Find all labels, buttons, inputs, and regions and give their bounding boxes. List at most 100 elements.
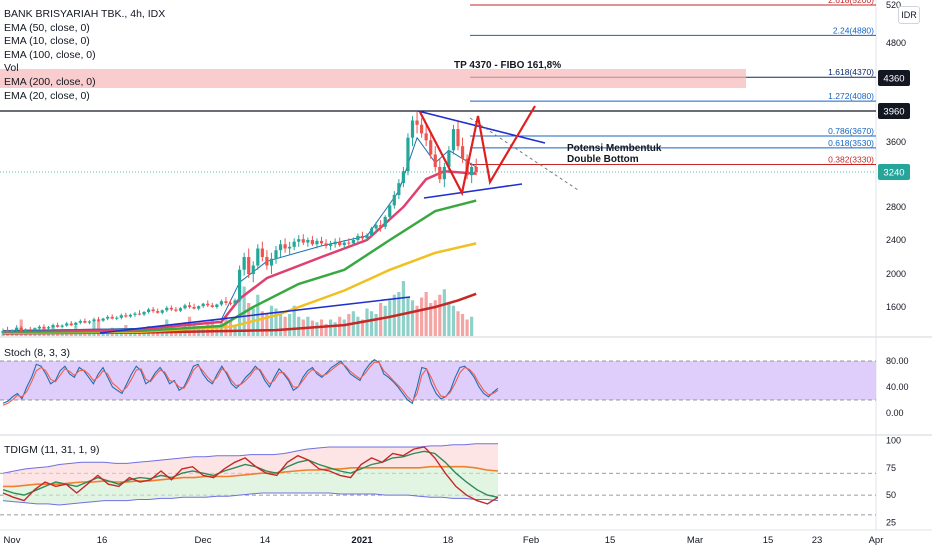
candle-body xyxy=(247,257,251,274)
candle-body xyxy=(379,225,383,227)
stoch-tick-label: 0.00 xyxy=(886,408,904,418)
fib-label: 1.618(4370) xyxy=(828,67,874,77)
candle-body xyxy=(197,306,201,309)
candle-body xyxy=(447,150,451,167)
candle-body xyxy=(78,321,82,323)
candle-body xyxy=(274,250,278,259)
time-tick-label: Mar xyxy=(687,535,703,546)
symbol-line[interactable]: BANK BRISYARIAH TBK., 4h, IDX xyxy=(4,8,166,20)
price-tag-label: 3240 xyxy=(883,168,904,179)
candle-body xyxy=(424,133,428,141)
candle-body xyxy=(142,311,146,315)
tdigm-tick-label: 75 xyxy=(886,463,896,473)
candle-body xyxy=(360,235,365,239)
candle-body xyxy=(456,129,460,147)
currency-button[interactable]: IDR xyxy=(898,6,920,24)
fib-levels: 2.618(5200) 2.24(4880) 1.618(4370) 1.272(40… xyxy=(470,0,876,165)
candle-body xyxy=(192,307,196,309)
candle-body xyxy=(383,216,387,227)
volume-bar xyxy=(96,319,101,336)
candle-body xyxy=(56,325,60,327)
stoch-title[interactable]: Stoch (8, 3, 3) xyxy=(4,347,70,359)
fib-label: 0.382(3330) xyxy=(828,155,874,165)
candle-body xyxy=(420,124,424,134)
legend-ema-100[interactable]: EMA (100, close, 0) xyxy=(4,48,96,61)
candle-body xyxy=(206,303,210,306)
candle-body xyxy=(101,318,105,321)
volume-bar xyxy=(278,311,283,336)
candle-body xyxy=(28,329,32,331)
candle-body xyxy=(333,241,337,245)
stoch-tick-label: 80.00 xyxy=(886,356,909,366)
volume-bar xyxy=(438,294,442,336)
annotation-pattern-2: Double Bottom xyxy=(567,154,639,165)
candle-body xyxy=(242,257,246,270)
candle-body xyxy=(338,241,342,246)
volume-bar xyxy=(356,316,360,336)
legend-ema-200[interactable]: EMA (200, close, 0) xyxy=(4,75,96,88)
candle-body xyxy=(306,240,310,243)
tdigm-line-rsi xyxy=(2,446,499,505)
candle-body xyxy=(351,240,355,244)
volume-bar xyxy=(442,289,446,336)
candle-body xyxy=(415,120,419,125)
trendline-lower xyxy=(423,183,523,199)
candle-body xyxy=(74,322,78,326)
time-axis: Nov 16 Dec 14 2021 18 Feb 15 Mar 15 23 Apr xyxy=(4,535,884,546)
candle-body xyxy=(69,323,73,326)
price-axis: 1600 2000 2400 2800 3600 4800 520 4360 3960 3240 xyxy=(878,0,910,312)
candle-body xyxy=(160,310,164,313)
candle-body xyxy=(365,235,369,239)
annotation-tp: TP 4370 - FIBO 161,8% xyxy=(454,60,561,71)
volume-series xyxy=(1,281,474,336)
tdigm-title[interactable]: TDIGM (11, 31, 1, 9) xyxy=(4,444,100,456)
candle-body xyxy=(356,235,360,240)
candle-body xyxy=(42,326,46,329)
candle-body xyxy=(315,240,319,245)
candle-body xyxy=(219,301,223,305)
candle-body xyxy=(283,244,287,249)
candle-body xyxy=(301,239,305,243)
volume-bar xyxy=(297,316,301,336)
candle-body xyxy=(187,305,192,307)
candle-body xyxy=(124,315,128,317)
price-tick-label: 3600 xyxy=(886,137,906,147)
chart-legend: BANK BRISYARIAH TBK., 4h, IDX EMA (50, c… xyxy=(4,8,165,103)
candle-body xyxy=(228,302,233,304)
candle-body xyxy=(442,167,446,180)
candle-body xyxy=(319,240,324,244)
time-tick-label: Nov xyxy=(4,535,21,546)
tdigm-line-upper xyxy=(2,443,498,474)
stoch-tick-label: 40.00 xyxy=(886,382,909,392)
candle-body xyxy=(297,239,301,242)
candle-body xyxy=(392,195,396,206)
candle-body xyxy=(292,241,296,247)
annotation-pattern-1: Potensi Membentuk xyxy=(567,143,662,154)
candle-body xyxy=(151,309,155,312)
price-tick-label: 2000 xyxy=(886,269,906,279)
candle-body xyxy=(201,303,205,307)
legend-ema-10[interactable]: EMA (10, close, 0) xyxy=(4,35,90,48)
candle-body xyxy=(256,248,260,266)
volume-bar xyxy=(447,303,451,336)
fib-label: 2.618(5200) xyxy=(828,0,874,5)
ema-line xyxy=(2,292,477,335)
tdigm-pane: 100 75 50 25 xyxy=(0,435,901,528)
fib-label: 2.24(4880) xyxy=(833,25,874,35)
candle-body xyxy=(251,265,255,274)
volume-bar xyxy=(274,308,278,336)
volume-bar xyxy=(460,314,465,336)
tdigm-tick-label: 100 xyxy=(886,435,901,445)
volume-bar xyxy=(369,311,374,336)
candle-body xyxy=(15,327,19,331)
legend-vol[interactable]: Vol xyxy=(4,62,19,75)
volume-bar xyxy=(187,316,192,336)
legend-ema-50[interactable]: EMA (50, close, 0) xyxy=(4,21,90,34)
legend-ema-20[interactable]: EMA (20, close, 0) xyxy=(4,89,90,102)
volume-bar xyxy=(306,316,310,336)
time-tick-label: 2021 xyxy=(351,535,373,546)
candle-body xyxy=(470,167,474,176)
volume-bar xyxy=(415,305,419,336)
